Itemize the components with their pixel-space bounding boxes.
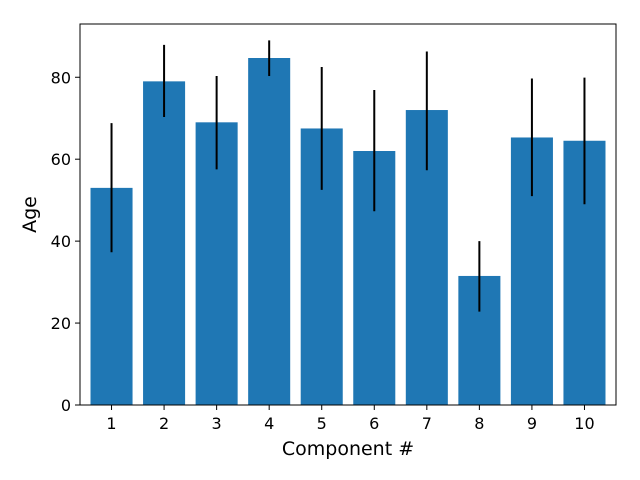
y-tick-label: 20 <box>51 314 71 333</box>
bar-2 <box>143 81 186 406</box>
y-axis-label: Age <box>19 196 41 233</box>
plot-area-frame <box>79 23 617 406</box>
x-tick-label: 2 <box>159 414 169 433</box>
y-tick-label: 60 <box>51 150 71 169</box>
x-axis-ticks: 1 2 3 4 5 6 7 8 9 10 <box>106 405 595 433</box>
y-tick-label: 0 <box>61 396 71 415</box>
x-tick-label: 3 <box>212 414 222 433</box>
x-tick-label: 6 <box>369 414 379 433</box>
error-bars-group <box>110 40 586 312</box>
x-tick-label: 10 <box>574 414 594 433</box>
bars-group <box>90 58 606 406</box>
y-tick-label: 40 <box>51 232 71 251</box>
y-axis-ticks: 0 20 40 60 80 <box>51 68 80 415</box>
x-tick-label: 5 <box>317 414 327 433</box>
x-tick-label: 7 <box>422 414 432 433</box>
x-tick-label: 9 <box>527 414 537 433</box>
x-tick-label: 4 <box>264 414 274 433</box>
x-tick-label: 1 <box>106 414 116 433</box>
x-tick-label: 8 <box>474 414 484 433</box>
y-tick-label: 80 <box>51 68 71 87</box>
bar-4 <box>248 58 291 405</box>
x-axis-label: Component # <box>282 438 414 460</box>
